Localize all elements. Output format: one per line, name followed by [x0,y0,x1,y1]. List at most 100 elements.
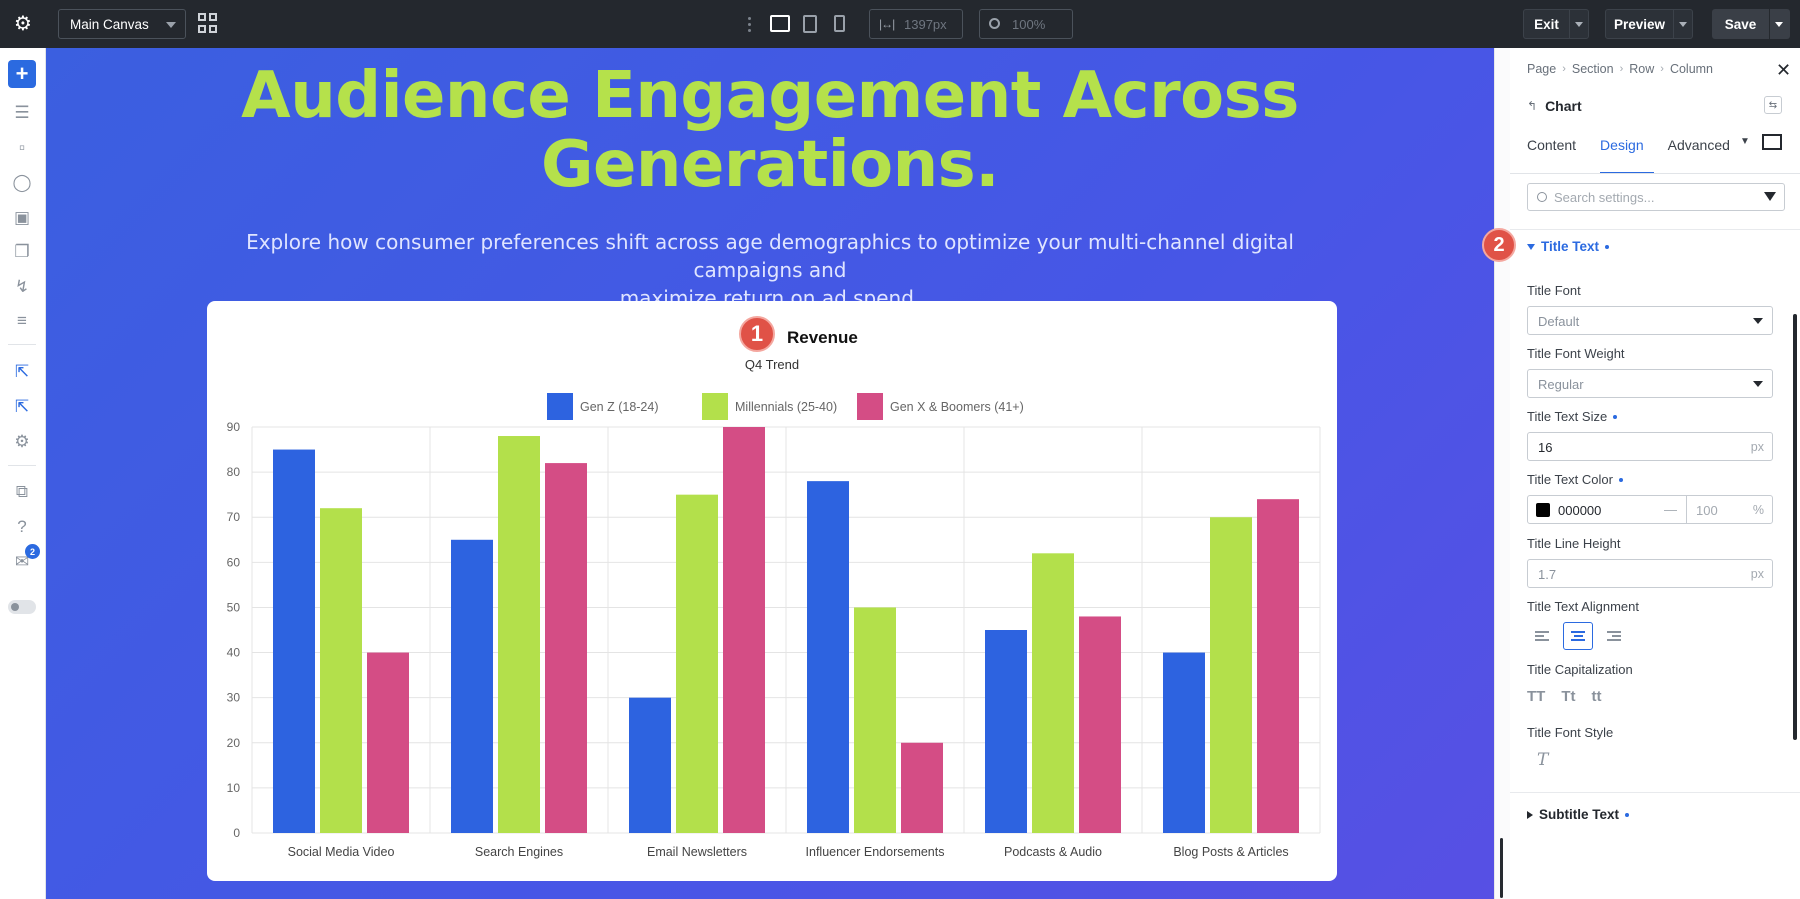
settings-search-input[interactable]: Search settings... [1527,183,1785,211]
close-icon[interactable]: ✕ [1776,60,1792,80]
canvas-width-input[interactable]: |↔| 1397px [869,9,963,39]
forms-icon[interactable]: ▣ [13,208,31,227]
y-tick-label: 20 [227,736,241,750]
zoom-value: 100% [1012,16,1046,32]
headline-line-1: Audience Engagement Across [241,59,1299,133]
capitalize-icon[interactable]: Tt [1561,688,1576,705]
title-font-label: Title Font [1527,283,1581,298]
save-button[interactable]: Save [1712,9,1770,39]
chevron-right-icon: › [1660,63,1664,75]
panel-scrollbar[interactable] [1793,314,1797,740]
tabs-divider [1510,173,1800,174]
preview-square-icon[interactable] [1762,134,1782,150]
legend-swatch [857,393,883,420]
breadcrumb: Page › Section › Row › Column [1527,62,1713,76]
help-icon[interactable]: ? [17,517,27,536]
align-left-icon[interactable] [1527,622,1557,650]
title-text-color-input[interactable]: 000000 — 100 % [1527,495,1773,524]
page-subheading[interactable]: Explore how consumer preferences shift a… [216,228,1324,312]
uppercase-icon[interactable]: TT [1527,688,1546,705]
canvas-width-value: 1397px [904,16,947,32]
title-font-select[interactable]: Default [1527,306,1773,335]
lightning-icon[interactable]: ↯ [14,277,30,296]
mode-toggle[interactable] [8,600,36,614]
bar [1210,517,1252,833]
save-options-button[interactable] [1770,9,1788,39]
subhead-line-1: Explore how consumer preferences shift a… [246,230,1294,282]
settings-gear-icon[interactable]: ⚙ [14,12,32,35]
layout-grid-icon[interactable] [196,12,218,34]
breadcrumb-column[interactable]: Column [1669,62,1714,76]
layers-icon[interactable]: ☰ [14,103,30,122]
breadcrumb-section[interactable]: Section [1571,62,1614,76]
phone-view-icon[interactable] [834,15,845,32]
x-tick-label: Social Media Video [288,845,395,859]
canvas-select-dropdown[interactable]: Main Canvas [58,9,186,39]
page-headline[interactable]: Audience Engagement Across Generations. [46,62,1494,200]
x-tick-label: Email Newsletters [647,845,747,859]
bar [676,494,718,833]
italic-icon[interactable]: T [1537,750,1549,770]
title-text-opacity-value[interactable]: 100 [1696,503,1718,518]
filter-icon[interactable] [1764,192,1776,201]
select-pointer-icon[interactable]: ⇱ [14,362,30,381]
step-badge-1: 1 [739,316,775,352]
chevron-down-icon [1679,21,1687,27]
scroll-thumb[interactable] [1500,838,1503,898]
title-text-size-input[interactable]: 16 px [1527,432,1773,461]
lowercase-icon[interactable]: tt [1591,688,1602,705]
pages-icon[interactable]: ❐ [14,242,30,261]
y-tick-label: 50 [227,600,241,614]
title-line-height-input[interactable]: 1.7 px [1527,559,1773,588]
alignment-buttons [1527,622,1629,650]
megaphone-icon[interactable]: ✉ [14,552,30,571]
notification-badge: 2 [25,544,40,559]
chart-module[interactable]: Revenue Q4 Trend Gen Z (18-24) Millennials … [207,301,1337,881]
chart-subtitle: Q4 Trend [745,357,799,372]
list-layout-icon[interactable]: ≡ [17,311,27,330]
module-options-icon[interactable]: ⇆ [1764,96,1782,114]
bar [273,449,315,833]
legend-swatch [702,393,728,420]
field-divider [1686,496,1687,523]
color-swatch[interactable] [1536,503,1550,517]
title-font-weight-select[interactable]: Regular [1527,369,1773,398]
multi-select-icon[interactable]: ⇱ [14,397,30,416]
align-center-icon[interactable] [1563,622,1593,650]
title-text-section-toggle[interactable]: Title Text [1527,239,1610,254]
breadcrumb-page[interactable]: Page [1527,62,1557,76]
title-font-weight-label: Title Font Weight [1527,346,1625,361]
more-vertical-icon[interactable] [744,13,754,35]
tablet-view-icon[interactable] [803,15,817,33]
panel-tabs: Content Design Advanced [1527,134,1787,174]
preview-options-button[interactable] [1674,10,1692,38]
exit-button[interactable]: Exit [1524,10,1570,38]
database-icon[interactable]: ◯ [12,173,32,192]
chevron-right-icon: › [1619,63,1624,75]
tab-design[interactable]: Design [1600,134,1654,174]
legend-label: Millennials (25-40) [735,400,837,414]
legend-label: Gen Z (18-24) [580,400,659,414]
exit-options-button[interactable] [1570,10,1588,38]
design-library-icon[interactable]: ▫ [18,138,26,157]
desktop-view-icon[interactable] [770,15,790,32]
tab-more-chevron-icon[interactable]: ▼ [1740,136,1750,147]
back-arrow-icon[interactable]: ↰ [1527,99,1538,113]
add-element-button[interactable]: + [8,60,36,88]
x-tick-label: Blog Posts & Articles [1173,845,1288,859]
tab-content[interactable]: Content [1527,137,1577,153]
align-right-icon[interactable] [1599,622,1629,650]
zoom-input[interactable]: 100% [979,9,1073,39]
tab-advanced[interactable]: Advanced [1667,137,1730,153]
window-stack-icon[interactable]: ⧉ [15,482,29,501]
sidebar-divider [8,465,36,466]
canvas-scrollbar[interactable] [1494,48,1510,899]
global-presets-icon[interactable]: ⚙ [14,432,30,451]
modified-dot [1605,244,1610,249]
breadcrumb-row[interactable]: Row [1629,62,1655,76]
chevron-down-icon [1775,21,1783,27]
opacity-unit: % [1752,503,1764,517]
left-sidebar: + ☰ ▫ ◯ ▣ ❐ ↯ ≡ ⇱ ⇱ ⚙ ⧉ ? ✉ 2 [0,48,46,899]
subtitle-text-section-toggle[interactable]: Subtitle Text [1527,807,1630,822]
preview-button[interactable]: Preview [1606,10,1674,38]
